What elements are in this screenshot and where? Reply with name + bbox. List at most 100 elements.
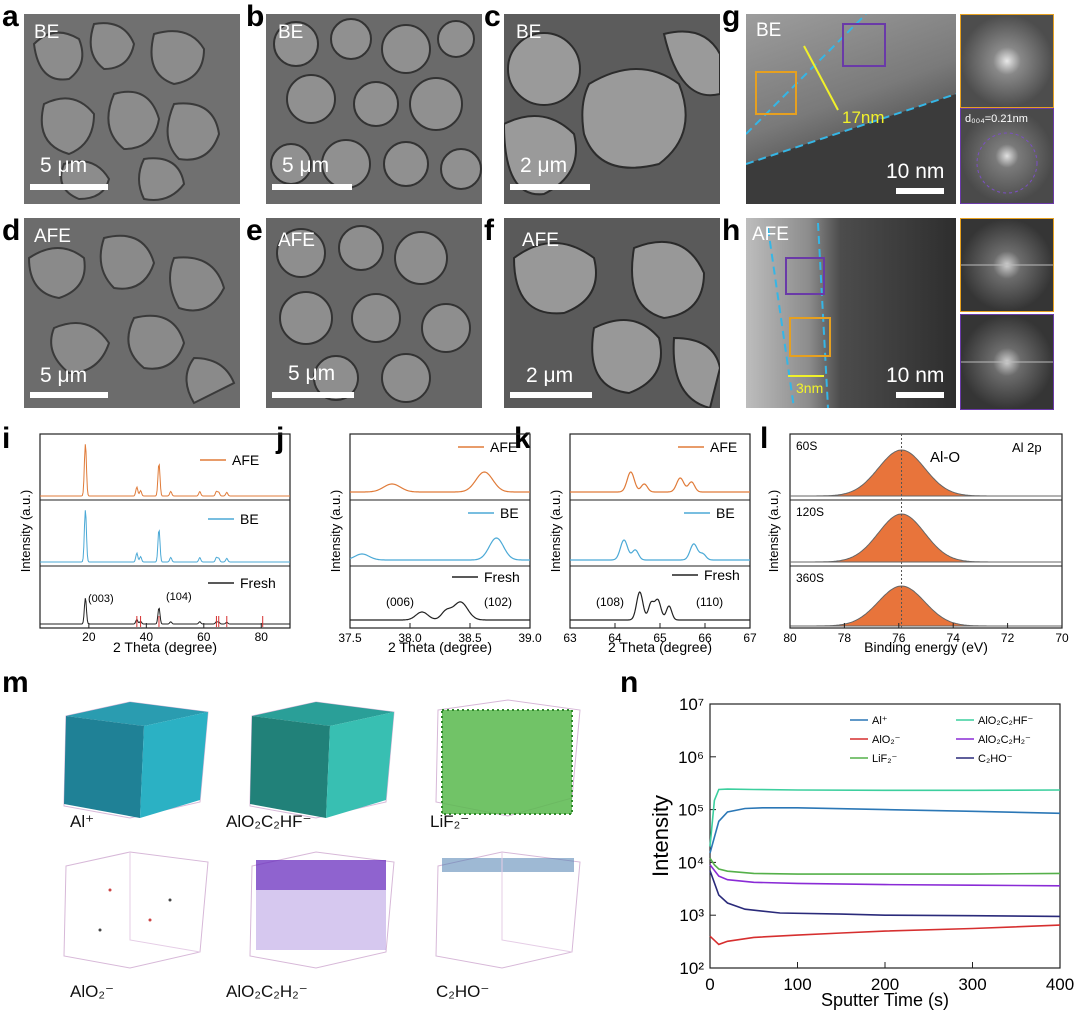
chart-j-xlabel: 2 Theta (degree) — [388, 639, 492, 655]
chart-l-ylabel: Intensity (a.u.) — [766, 490, 781, 572]
tem-texture-h — [746, 218, 956, 408]
chart-n-xtick-label-400: 400 — [1046, 975, 1074, 994]
chart-j-annot-102: (102) — [484, 595, 512, 609]
chart-n-legend-label-4: AlO₂C₂H₂⁻ — [978, 734, 1031, 746]
sem-image-c: BE 2 μm — [504, 14, 720, 204]
panel-label-m: m — [2, 666, 29, 699]
sem-tag-a: BE — [34, 22, 60, 43]
chart-j-ylabel: Intensity (a.u.) — [328, 490, 343, 572]
chart-n-ytick-label-1: 10³ — [679, 906, 704, 925]
chart-l-xtick-label-74: 74 — [947, 631, 961, 645]
tem-tag-h: AFE — [752, 224, 789, 245]
chart-j-xtick-label-39.0: 39.0 — [518, 631, 542, 645]
chart-k-xtick-label-63: 63 — [563, 631, 577, 645]
tem-tag-g: BE — [756, 20, 782, 41]
fft-pattern-g2 — [961, 109, 1053, 203]
tem-image-g: BE 17nm 10 nm — [746, 14, 956, 204]
chart-i: 20 40 60 80 2 Theta (degree) Intensity (a.u… — [18, 433, 291, 655]
scale-bar-e — [272, 392, 354, 398]
sem-tag-e: AFE — [278, 230, 315, 251]
chart-j-trace-afe — [350, 471, 530, 493]
tem-image-h: AFE 3nm 10 nm — [746, 218, 956, 408]
sem-texture-d — [24, 218, 240, 408]
chart-l-xtick-label-76: 76 — [892, 631, 906, 645]
chart-k-legend-be: BE — [716, 505, 735, 521]
scale-bar-c — [510, 184, 590, 190]
chart-l: 80 78 76 74 72 70 Binding energy (eV) Intensi… — [766, 433, 1069, 655]
chart-n-series-2 — [709, 924, 1061, 946]
panel-label-f: f — [484, 214, 494, 247]
fft-inset-g1 — [960, 14, 1054, 108]
scale-bar-h — [896, 392, 944, 398]
xrd-xps-charts: 20 40 60 80 2 Theta (degree) Intensity (a.u… — [18, 433, 1069, 655]
tof-volumes — [63, 699, 581, 969]
chart-i-trace-fresh — [40, 598, 290, 625]
sem-texture-e — [266, 218, 482, 408]
chart-n-ytick-label-2: 10⁴ — [678, 853, 704, 872]
chart-n-ytick-label-4: 10⁶ — [678, 748, 704, 767]
volume-alo2c2hf — [249, 701, 395, 819]
chart-n-ytick-label-3: 10⁵ — [678, 801, 704, 820]
scale-label-f: 2 μm — [526, 364, 574, 387]
chart-j-annot-006: (006) — [386, 595, 414, 609]
thickness-label-g: 17nm — [842, 108, 885, 127]
volume-label-alo2c2h2: AlO₂C₂H₂⁻ — [226, 982, 308, 1001]
chart-j-trace-fresh — [350, 601, 530, 621]
chart-l-xtick-label-70: 70 — [1055, 631, 1069, 645]
sem-texture-f — [504, 218, 720, 408]
volume-alo2c2h2 — [249, 851, 395, 969]
scale-bar-a — [30, 184, 108, 190]
chart-k-trace-fresh — [570, 591, 750, 621]
chart-j-xtick-label-38.5: 38.5 — [458, 631, 482, 645]
chart-l-xtick-label-72: 72 — [1001, 631, 1015, 645]
chart-j: 37.5 38.0 38.5 39.0 2 Theta (degree) Intens… — [328, 433, 542, 655]
sem-tag-d: AFE — [34, 226, 71, 247]
sem-image-f: AFE 2 μm — [504, 218, 720, 408]
chart-k-legend-fresh: Fresh — [704, 567, 740, 583]
sem-tag-b: BE — [278, 22, 304, 43]
sem-image-e: AFE 5 μm — [266, 218, 482, 408]
sem-tag-f: AFE — [522, 230, 559, 251]
fft-inset-h2 — [960, 314, 1054, 410]
volume-alo2 — [63, 851, 209, 969]
chart-j-legend-afe: AFE — [490, 439, 517, 455]
chart-i-xtick-label-40: 40 — [140, 630, 154, 644]
chart-l-frame — [789, 433, 1063, 629]
chart-n-legend-label-2: AlO₂⁻ — [872, 734, 901, 746]
fft-pattern-h2 — [961, 315, 1053, 409]
chart-n-legend-label-1: LiF₂⁻ — [872, 753, 898, 765]
chart-n-xtick-label-300: 300 — [958, 975, 986, 994]
sem-texture-a — [24, 14, 240, 204]
sem-image-a: BE 5 μm — [24, 14, 240, 204]
panel-label-l: l — [760, 422, 769, 455]
chart-n-series-1 — [709, 857, 1061, 875]
d-spacing-label: d₀₀₄=0.21nm — [965, 113, 1028, 125]
chart-i-ylabel: Intensity (a.u.) — [18, 490, 33, 572]
chart-i-frame — [39, 433, 291, 629]
thickness-label-h: 3nm — [796, 380, 824, 396]
scale-label-c: 2 μm — [520, 154, 568, 177]
scale-label-b: 5 μm — [282, 154, 330, 177]
panel-label-d: d — [2, 214, 21, 247]
fft-inset-g2: d₀₀₄=0.21nm — [960, 108, 1054, 204]
chart-n-ytick-label-5: 10⁷ — [679, 695, 704, 714]
chart-l-xlabel: Binding energy (eV) — [864, 639, 988, 655]
chart-l-label-360s: 360S — [796, 571, 824, 585]
panel-label-n: n — [620, 666, 639, 699]
chart-k-trace-be — [570, 539, 750, 561]
chart-n-legend-label-0: Al⁺ — [872, 715, 888, 727]
chart-j-xtick-label-38.0: 38.0 — [398, 631, 422, 645]
chart-n-ytick-label-0: 10² — [679, 959, 704, 978]
chart-n-xtick-label-0: 0 — [705, 975, 714, 994]
chart-n-xtick-label-100: 100 — [783, 975, 811, 994]
panel-label-g: g — [722, 0, 741, 33]
chart-i-legend-afe: AFE — [232, 452, 259, 468]
sem-image-b: BE 5 μm — [266, 14, 482, 204]
scale-bar-b — [272, 184, 352, 190]
chart-i-xlabel: 2 Theta (degree) — [113, 639, 217, 655]
chart-l-peak-120s — [790, 513, 1062, 563]
chart-i-xtick-label-60: 60 — [197, 630, 211, 644]
panel-label-h: h — [722, 214, 741, 247]
panel-label-e: e — [246, 214, 263, 247]
chart-n-legend-label-3: AlO₂C₂HF⁻ — [978, 715, 1033, 727]
